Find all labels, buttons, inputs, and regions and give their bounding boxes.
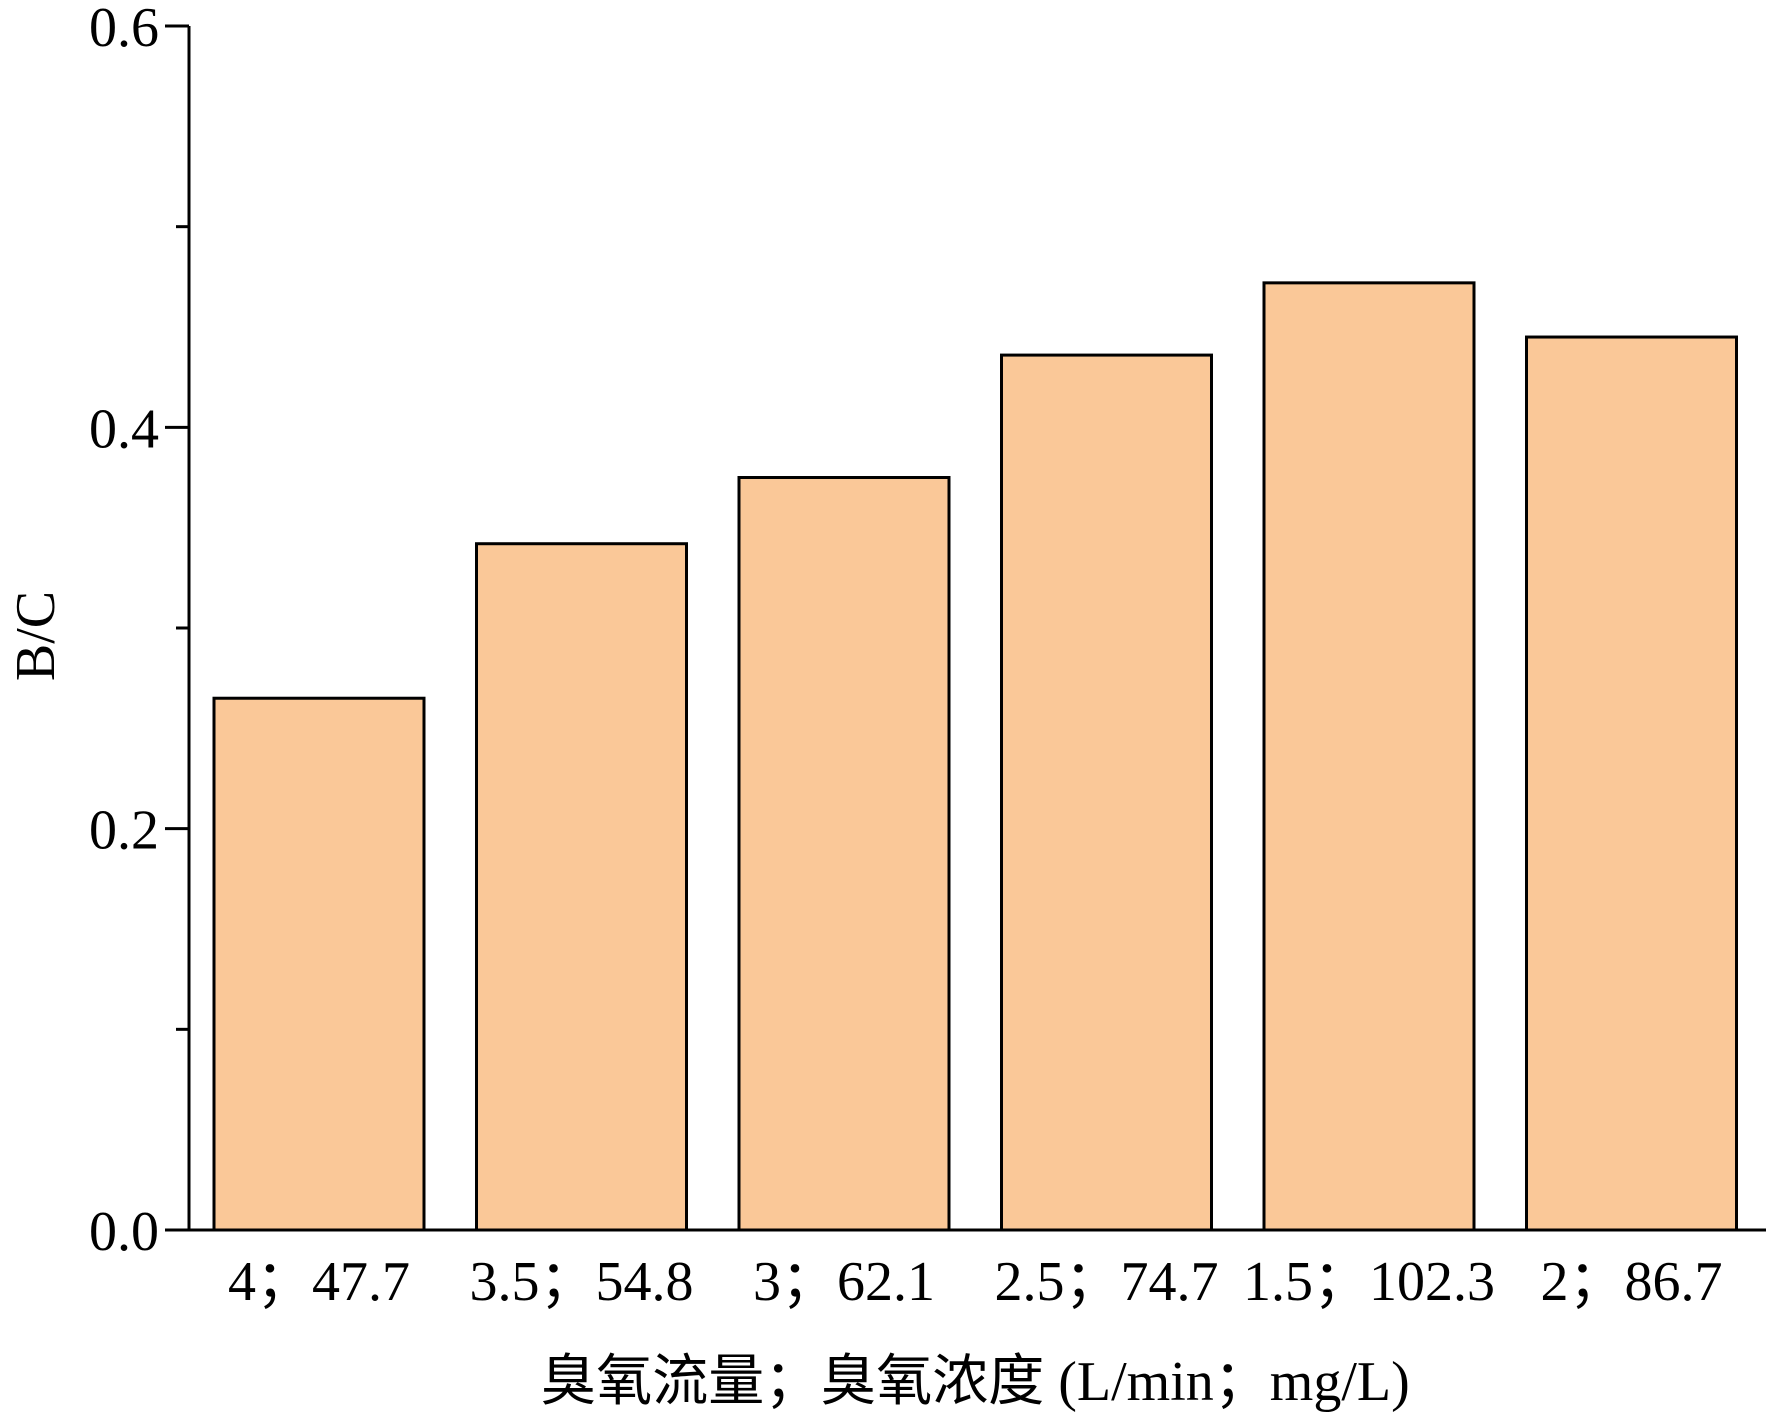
bars — [212, 281, 1738, 1232]
bar-4 — [1000, 353, 1213, 1232]
y-axis-title: B/C — [5, 591, 67, 681]
x-tick-label: 2.5；74.7 — [995, 1251, 1219, 1313]
y-tick-label: 0.4 — [89, 398, 159, 460]
bar-2 — [475, 542, 688, 1232]
bar-3 — [737, 476, 951, 1232]
x-tick-label: 2；86.7 — [1541, 1251, 1723, 1313]
y-tick-label: 0.0 — [89, 1201, 159, 1263]
x-axis-title: 臭氧流量；臭氧浓度 (L/min；mg/L) — [540, 1351, 1410, 1413]
bar-6 — [1525, 335, 1738, 1232]
y-ticks: 0.0 0.2 0.4 0.6 — [89, 0, 189, 1263]
bar-1 — [212, 696, 426, 1232]
x-tick-label: 1.5；102.3 — [1243, 1251, 1495, 1313]
y-tick-label: 0.6 — [89, 0, 159, 59]
x-tick-label: 3；62.1 — [753, 1251, 935, 1313]
x-tick-label: 4；47.7 — [228, 1251, 410, 1313]
bar-5 — [1262, 281, 1476, 1232]
x-tick-labels: 4；47.7 3.5；54.8 3；62.1 2.5；74.7 1.5；102.3 2；8… — [228, 1251, 1723, 1313]
y-tick-label: 0.2 — [89, 800, 159, 862]
x-tick-label: 3.5；54.8 — [470, 1251, 694, 1313]
